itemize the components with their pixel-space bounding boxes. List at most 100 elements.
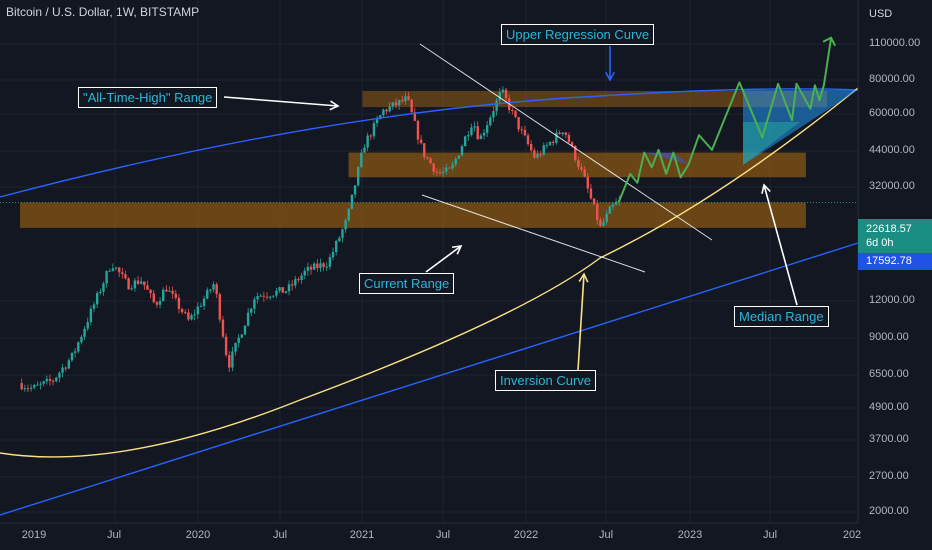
candle-body [48,379,52,381]
candle-body [253,299,256,309]
candle-body [231,351,234,368]
candle-body [73,351,77,353]
candle-body [180,308,184,313]
candle-body [174,293,177,298]
price-tick: 12000.00 [869,294,915,306]
price-tick: 110000.00 [869,37,921,49]
candle-body [117,267,121,273]
candle-body [350,194,354,209]
candle-body [190,315,193,320]
candle-body [552,141,555,143]
candle-body [548,141,552,146]
candle-body [158,301,162,305]
candle-body [99,291,102,294]
candle-body [268,296,272,298]
candle-body [413,112,417,121]
candle-body [577,160,580,168]
candle-body [328,257,332,267]
candle-body [539,154,542,156]
candle-body [67,360,71,369]
candle-body [407,96,410,100]
candle-body [372,123,376,137]
candle-body [224,336,228,356]
ath-range-arrow [223,96,339,107]
candle-body [334,240,338,252]
candle-body [303,270,306,276]
candle-body [212,284,215,290]
candle-body [614,201,618,205]
candle-body [294,279,297,286]
candle-body [105,270,108,284]
current-price-value: 22618.57 [866,223,912,235]
time-tick: 2019 [21,529,47,541]
candle-body [55,377,58,382]
candle-body [596,204,599,221]
candle-body [485,125,489,133]
candle-body [234,342,237,352]
candle-body [476,126,479,140]
candle-body [495,100,498,112]
candle-body [416,120,420,140]
candle-body [171,290,174,294]
candle-body [240,334,244,338]
candle-body [146,285,149,290]
price-tick: 9000.00 [869,331,909,343]
candle-body [574,145,577,161]
candle-body [567,134,571,143]
candle-body [451,164,454,169]
candle-body [363,147,366,153]
candle-body [331,251,335,258]
candle-body [347,208,350,221]
candle-body [206,289,209,299]
candle-body [432,163,435,172]
price-tick: 60000.00 [869,107,915,119]
candle-body [608,206,612,214]
candle-body [325,266,328,268]
candle-body [58,372,61,378]
candle-body [564,132,567,135]
time-tick: 2021 [349,529,375,541]
candle-body [533,150,536,158]
candle-body [265,296,269,298]
candle-body [529,144,533,151]
candle-body [202,298,206,306]
candle-body [482,132,486,136]
candle-body [523,129,527,136]
candle-body [589,188,593,199]
candle-body [410,99,413,113]
candle-body [20,383,23,390]
candle-body [344,220,347,230]
candle-body [489,117,492,126]
candle-body [209,289,212,291]
candle-body [561,132,564,135]
candle-body [23,388,27,390]
candle-body [558,132,561,135]
candle-body [369,135,372,137]
candle-body [80,336,83,343]
candle-body [463,136,467,147]
candle-body [95,293,99,305]
candle-body [423,143,426,158]
inversion-curve-label: Inversion Curve [495,370,597,391]
candle-body [111,268,115,271]
candle-body [246,312,250,326]
projection-triangle [743,122,800,165]
candle-body [438,172,442,174]
candle-body [61,367,64,373]
candle-body [467,135,470,137]
time-tick: 202 [842,529,862,541]
candle-body [501,89,505,93]
candle-body [570,142,574,146]
candle-body [184,312,187,314]
candle-body [353,185,357,195]
time-tick: Jul [762,529,778,541]
candle-body [287,284,291,292]
candle-body [300,275,303,281]
candle-body [404,96,407,102]
candle-body [149,289,152,294]
candle-body [517,117,520,130]
candle-body [492,111,495,118]
candle-body [162,289,165,302]
time-tick: Jul [598,529,614,541]
